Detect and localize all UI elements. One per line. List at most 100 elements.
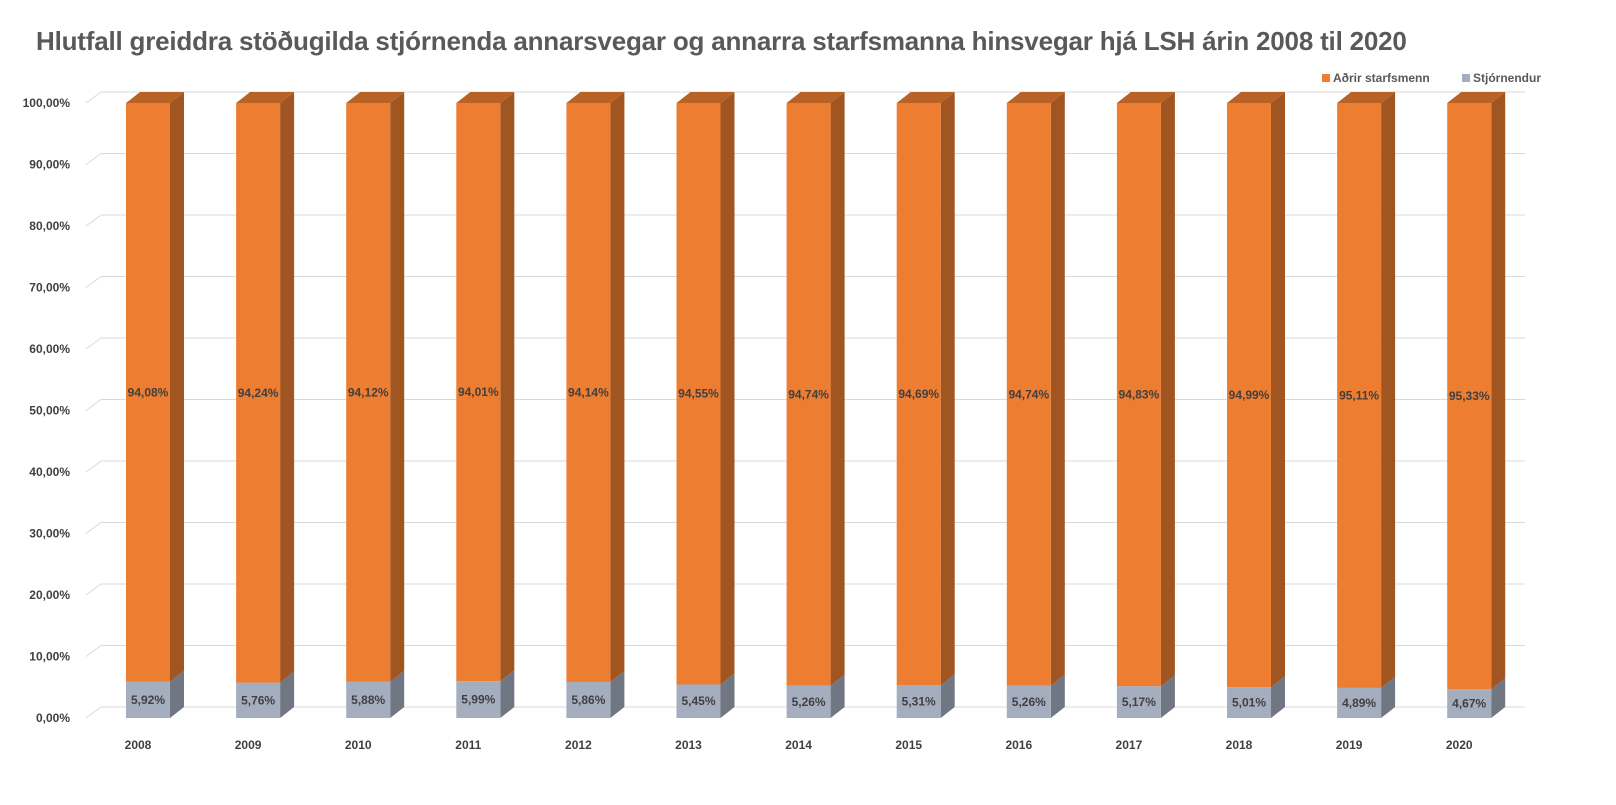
gridline-diagonal [85, 460, 102, 473]
bar-side-adrir [1160, 92, 1175, 687]
x-tick-label: 2012 [565, 738, 592, 752]
bar-side-adrir [830, 92, 845, 686]
gridline-diagonal [85, 153, 102, 165]
bar-stjornendur [1337, 687, 1382, 718]
data-label: 94,12% [348, 385, 389, 399]
bar-adrir-starfsmenn [1116, 103, 1161, 687]
y-tick-label: 100,00% [23, 96, 71, 110]
bar-adrir-starfsmenn [566, 103, 611, 682]
bar-adrir-starfsmenn [126, 103, 170, 682]
data-label: 95,11% [1339, 388, 1379, 402]
bar-adrir-starfsmenn [456, 103, 501, 682]
bar-top [566, 92, 625, 103]
bar-side-stjornendur [1271, 676, 1285, 718]
bar-stjornendur [456, 681, 501, 718]
bar-stjornendur [1447, 689, 1492, 718]
bar-stjornendur [896, 685, 941, 718]
legend-swatch [1322, 74, 1330, 82]
bar-stjornendur [566, 681, 611, 718]
bar-top [126, 92, 184, 103]
data-label: 5,45% [681, 694, 715, 708]
bar-side-adrir [1050, 92, 1065, 686]
gridline-diagonal [85, 337, 102, 350]
x-axis: 2008 2009 2010 2011 2012 2013 2014 2015 2016 2017… [125, 738, 1473, 752]
x-tick-label: 2020 [1446, 738, 1473, 752]
data-label: 5,26% [1012, 695, 1046, 709]
bar-stack [346, 92, 405, 718]
bar-adrir-starfsmenn [1447, 103, 1492, 690]
bar-top [1227, 92, 1285, 103]
bar-top [676, 92, 735, 103]
legend-label: Stjórnendur [1473, 71, 1541, 85]
legend: Aðrir starfsmenn Stjórnendur [1322, 71, 1541, 85]
bar-side-stjornendur [1160, 675, 1175, 718]
bar-side-stjornendur [170, 670, 184, 718]
bar-side-adrir [610, 92, 625, 682]
bar-side-stjornendur [940, 674, 955, 718]
data-label: 5,88% [351, 693, 385, 707]
bar-stack [236, 92, 295, 718]
data-label: 5,01% [1232, 696, 1266, 710]
data-label: 5,92% [131, 693, 165, 707]
bar-adrir-starfsmenn [676, 103, 721, 685]
bar-top [1006, 92, 1065, 103]
bar-side-stjornendur [1491, 678, 1506, 718]
data-label: 5,31% [902, 695, 936, 709]
x-tick-label: 2017 [1116, 738, 1143, 752]
bar-adrir-starfsmenn [1227, 103, 1271, 688]
bar-side-stjornendur [1381, 676, 1396, 718]
bar-stjornendur [786, 685, 831, 718]
data-label: 4,67% [1452, 697, 1486, 711]
bar-side-stjornendur [280, 671, 295, 718]
bar-side-adrir [1271, 92, 1285, 688]
data-label: 94,55% [678, 387, 719, 401]
bar-side-stjornendur [720, 673, 735, 718]
data-label: 94,74% [1008, 387, 1049, 401]
bar-stack [786, 92, 845, 718]
bar-stjornendur [1227, 687, 1271, 718]
bar-stjornendur [346, 681, 391, 718]
x-tick-label: 2013 [675, 738, 702, 752]
bar-stjornendur [126, 681, 170, 718]
bar-top [1337, 92, 1396, 103]
bar-top [1447, 92, 1506, 103]
y-tick-label: 0,00% [36, 711, 70, 725]
gridline-diagonal [85, 214, 102, 227]
legend-label: Aðrir starfsmenn [1333, 71, 1430, 85]
bar-stjornendur [236, 682, 281, 718]
bar-adrir-starfsmenn [896, 103, 941, 686]
x-tick-label: 2010 [345, 738, 372, 752]
bar-stack [676, 92, 735, 718]
x-tick-label: 2008 [125, 738, 152, 752]
bars [126, 92, 1506, 718]
data-label: 94,74% [788, 387, 829, 401]
bar-side-adrir [390, 92, 405, 682]
bar-stack [896, 92, 955, 718]
x-tick-label: 2018 [1226, 738, 1253, 752]
bar-side-adrir [500, 92, 515, 682]
bar-top [1116, 92, 1175, 103]
gridline-diagonal [85, 276, 102, 288]
y-tick-label: 90,00% [29, 158, 70, 172]
data-label: 5,26% [792, 695, 826, 709]
bar-stack [456, 92, 515, 718]
gridline-diagonal [85, 706, 102, 719]
gridline-diagonal [85, 645, 102, 657]
x-tick-label: 2011 [455, 738, 481, 752]
bar-stack [1116, 92, 1175, 718]
bar-side-stjornendur [390, 670, 405, 718]
legend-swatch [1462, 74, 1470, 82]
data-label: 94,99% [1229, 388, 1270, 402]
gridline-diagonal [85, 399, 102, 411]
bar-top [896, 92, 955, 103]
data-label: 94,83% [1119, 388, 1160, 402]
y-tick-label: 70,00% [29, 281, 70, 295]
bar-stack [1337, 92, 1396, 718]
bar-top [786, 92, 845, 103]
data-label: 4,89% [1342, 696, 1376, 710]
bar-stack [1227, 92, 1285, 718]
bar-stjornendur [1006, 685, 1051, 718]
bar-adrir-starfsmenn [1337, 103, 1382, 688]
bar-top [236, 92, 295, 103]
